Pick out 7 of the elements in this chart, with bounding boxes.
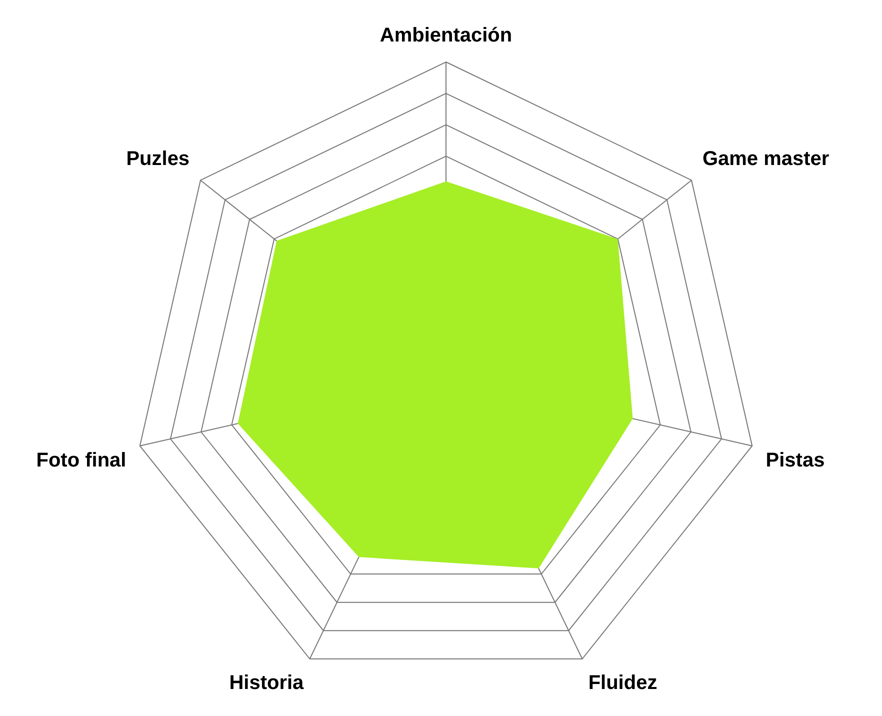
spoke-label: Pistas bbox=[766, 450, 825, 472]
spoke-label: Game master bbox=[702, 148, 830, 170]
spoke-label: Fluidez bbox=[588, 672, 658, 694]
spoke-label: Historia bbox=[229, 672, 305, 694]
spoke-label: Puzles bbox=[126, 148, 190, 170]
spoke-label: Foto final bbox=[36, 450, 126, 472]
spoke-label: Ambientación bbox=[380, 24, 512, 47]
